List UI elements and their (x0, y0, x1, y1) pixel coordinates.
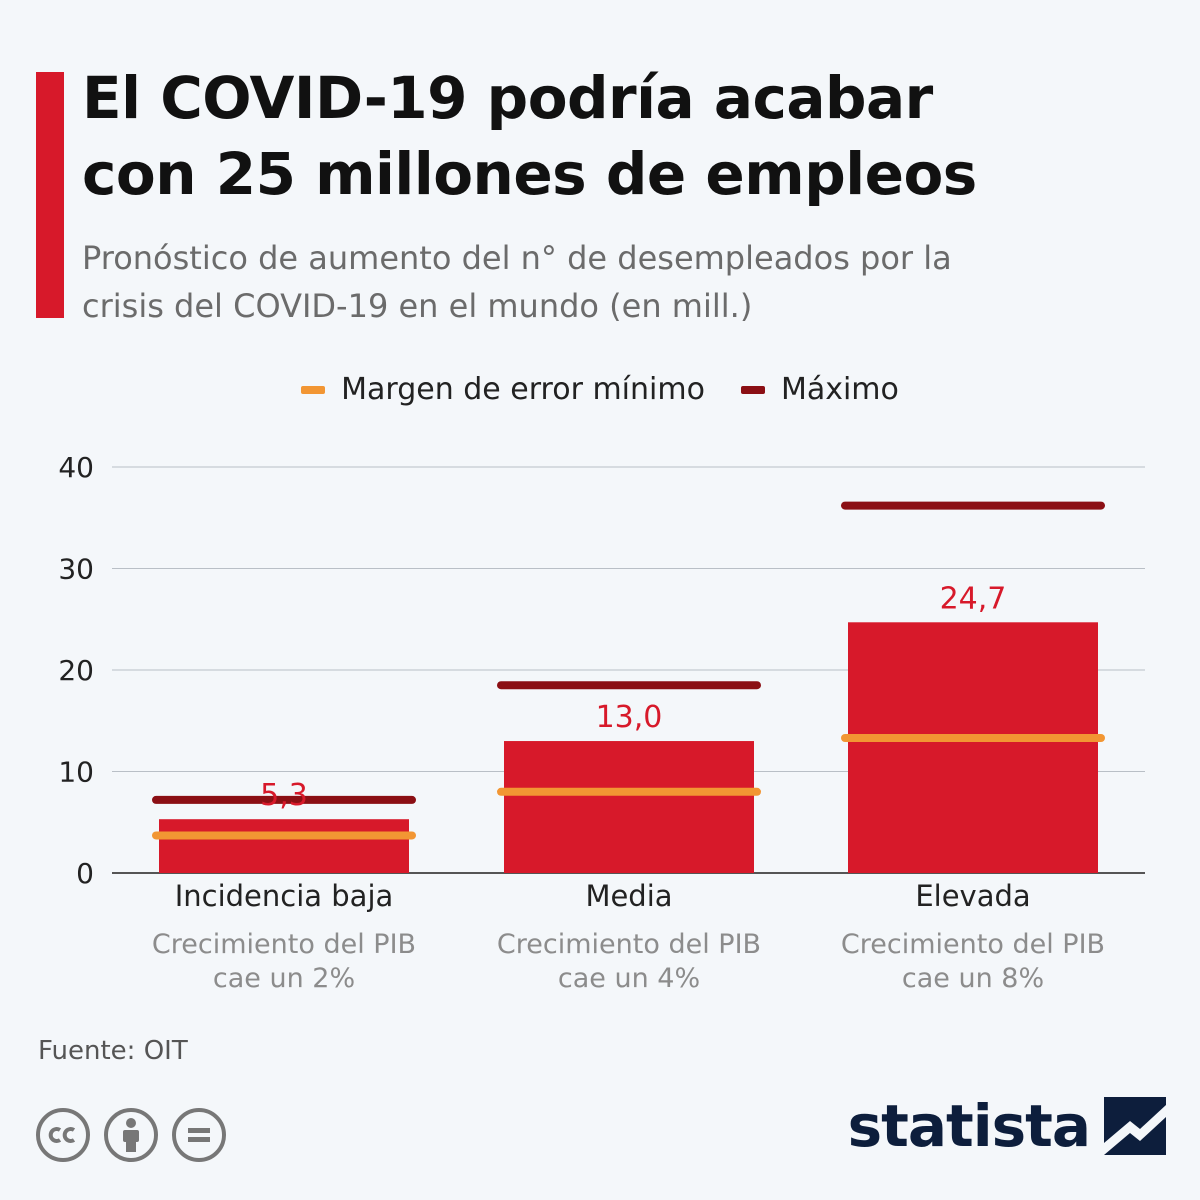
y-tick-label: 40 (58, 451, 94, 484)
category-label: Elevada (915, 879, 1030, 913)
cc-icon[interactable] (36, 1108, 90, 1162)
bar (848, 622, 1098, 873)
accent-bar (36, 72, 64, 318)
category-sublabel: Crecimiento del PIB (841, 929, 1105, 960)
category-sublabel: Crecimiento del PIB (497, 929, 761, 960)
y-tick-label: 10 (58, 756, 94, 789)
no-derivatives-icon[interactable] (172, 1108, 226, 1162)
subtitle: Pronóstico de aumento del n° de desemple… (82, 234, 1182, 330)
legend-item-max: Máximo (740, 372, 899, 407)
license-icons (36, 1108, 226, 1162)
legend-label-max: Máximo (780, 372, 899, 407)
title-line-1: El COVID-19 podría acabar (82, 64, 933, 132)
legend-item-min: Margen de error mínimo (301, 372, 705, 407)
category-sublabel: cae un 8% (902, 963, 1044, 994)
brand-name: statista (847, 1092, 1091, 1160)
bar-chart: 0 10 20 30 40 5,3 Incidencia baja Crecimiento d… (58, 451, 1145, 994)
data-label: 5,3 (260, 778, 308, 813)
legend-label-min: Margen de error mínimo (341, 372, 705, 407)
source-note: Fuente: OIT (38, 1036, 188, 1066)
category-label: Incidencia baja (175, 879, 394, 913)
attribution-icon[interactable] (104, 1108, 158, 1162)
legend-swatch-min (301, 385, 326, 394)
title-line-2: con 25 millones de empleos (82, 140, 977, 208)
statista-logo: statista (848, 1092, 1166, 1160)
category-sublabel: Crecimiento del PIB (152, 929, 416, 960)
category-sublabel: cae un 2% (213, 963, 355, 994)
y-tick-label: 0 (76, 857, 94, 890)
legend: Margen de error mínimo Máximo (0, 372, 1200, 407)
data-label: 24,7 (940, 581, 1007, 616)
y-tick-label: 30 (58, 553, 94, 586)
subtitle-line-1: Pronóstico de aumento del n° de desemple… (82, 239, 952, 277)
bar (504, 741, 754, 873)
subtitle-line-2: crisis del COVID-19 en el mundo (en mill… (82, 287, 753, 325)
page-title: El COVID-19 podría acabar con 25 millone… (82, 60, 1172, 212)
data-label: 13,0 (596, 700, 663, 735)
bar (159, 819, 409, 873)
legend-swatch-max (740, 385, 765, 394)
statista-mark-icon (1104, 1097, 1166, 1155)
category-label: Media (585, 879, 672, 913)
y-tick-label: 20 (58, 654, 94, 687)
category-sublabel: cae un 4% (558, 963, 700, 994)
